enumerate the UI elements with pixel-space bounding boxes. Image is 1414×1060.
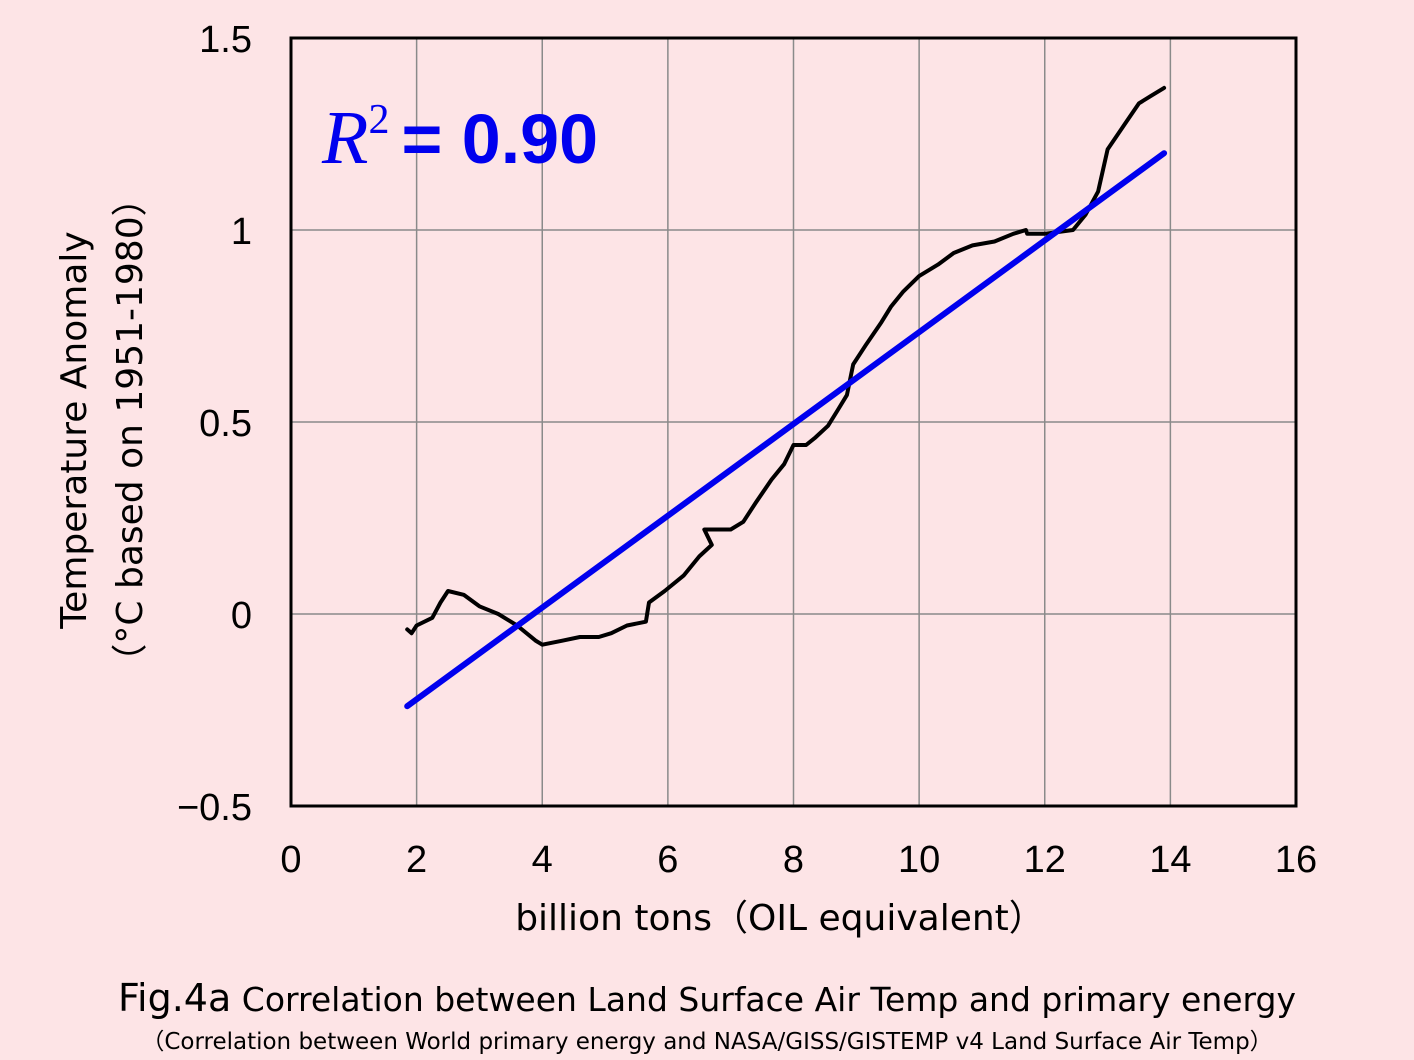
series-layer	[404, 85, 1168, 710]
svg-text:R2= 0.90: R2 = 0.90	[321, 96, 598, 180]
x-tick-labels: 0 2 4 6 8 10 12 14 16	[280, 839, 1317, 881]
r-squared-annotation: R2 = 0.90	[321, 96, 598, 180]
y-tick-label: 1	[231, 211, 252, 253]
x-tick-label: 4	[532, 839, 553, 881]
y-tick-labels: −0.5 0 0.5 1 1.5	[177, 19, 252, 829]
figure-label: Fig.4a	[117, 976, 232, 1020]
y-tick-label: 0.5	[199, 403, 252, 445]
x-tick-label: 12	[1024, 839, 1066, 881]
x-tick-label: 8	[783, 839, 804, 881]
temperature-line	[405, 85, 1167, 647]
y-tick-label: 1.5	[199, 19, 252, 61]
figure-title: Correlation between Land Surface Air Tem…	[241, 980, 1297, 1019]
y-tick-label: −0.5	[177, 787, 252, 829]
r-value: = 0.90	[401, 100, 598, 178]
temperature-energy-chart: 0 2 4 6 8 10 12 14 16 −0.5 0 0.5 1 1.5 billion tons（…	[54, 19, 1317, 939]
plot-frame	[289, 36, 1298, 808]
x-tick-label: 6	[657, 839, 678, 881]
x-axis-title: billion tons（OIL equivalent）	[515, 898, 1045, 939]
figure-caption: Fig.4a Correlation between Land Surface …	[0, 976, 1414, 1020]
x-tick-label: 16	[1275, 839, 1317, 881]
x-tick-label: 10	[898, 839, 940, 881]
figure-subtitle: （Correlation between World primary energ…	[141, 1029, 1273, 1055]
y-tick-label: 0	[231, 595, 252, 637]
y-axis-title-line1: Temperature Anomaly	[54, 231, 95, 629]
x-tick-label: 0	[280, 839, 301, 881]
x-tick-label: 14	[1149, 839, 1191, 881]
regression-line	[404, 150, 1168, 710]
y-axis-title-line2: （°C based on 1951-1980）	[110, 180, 151, 679]
r-exponent: 2	[368, 97, 389, 143]
r-symbol: R	[321, 96, 368, 180]
x-tick-label: 2	[406, 839, 427, 881]
